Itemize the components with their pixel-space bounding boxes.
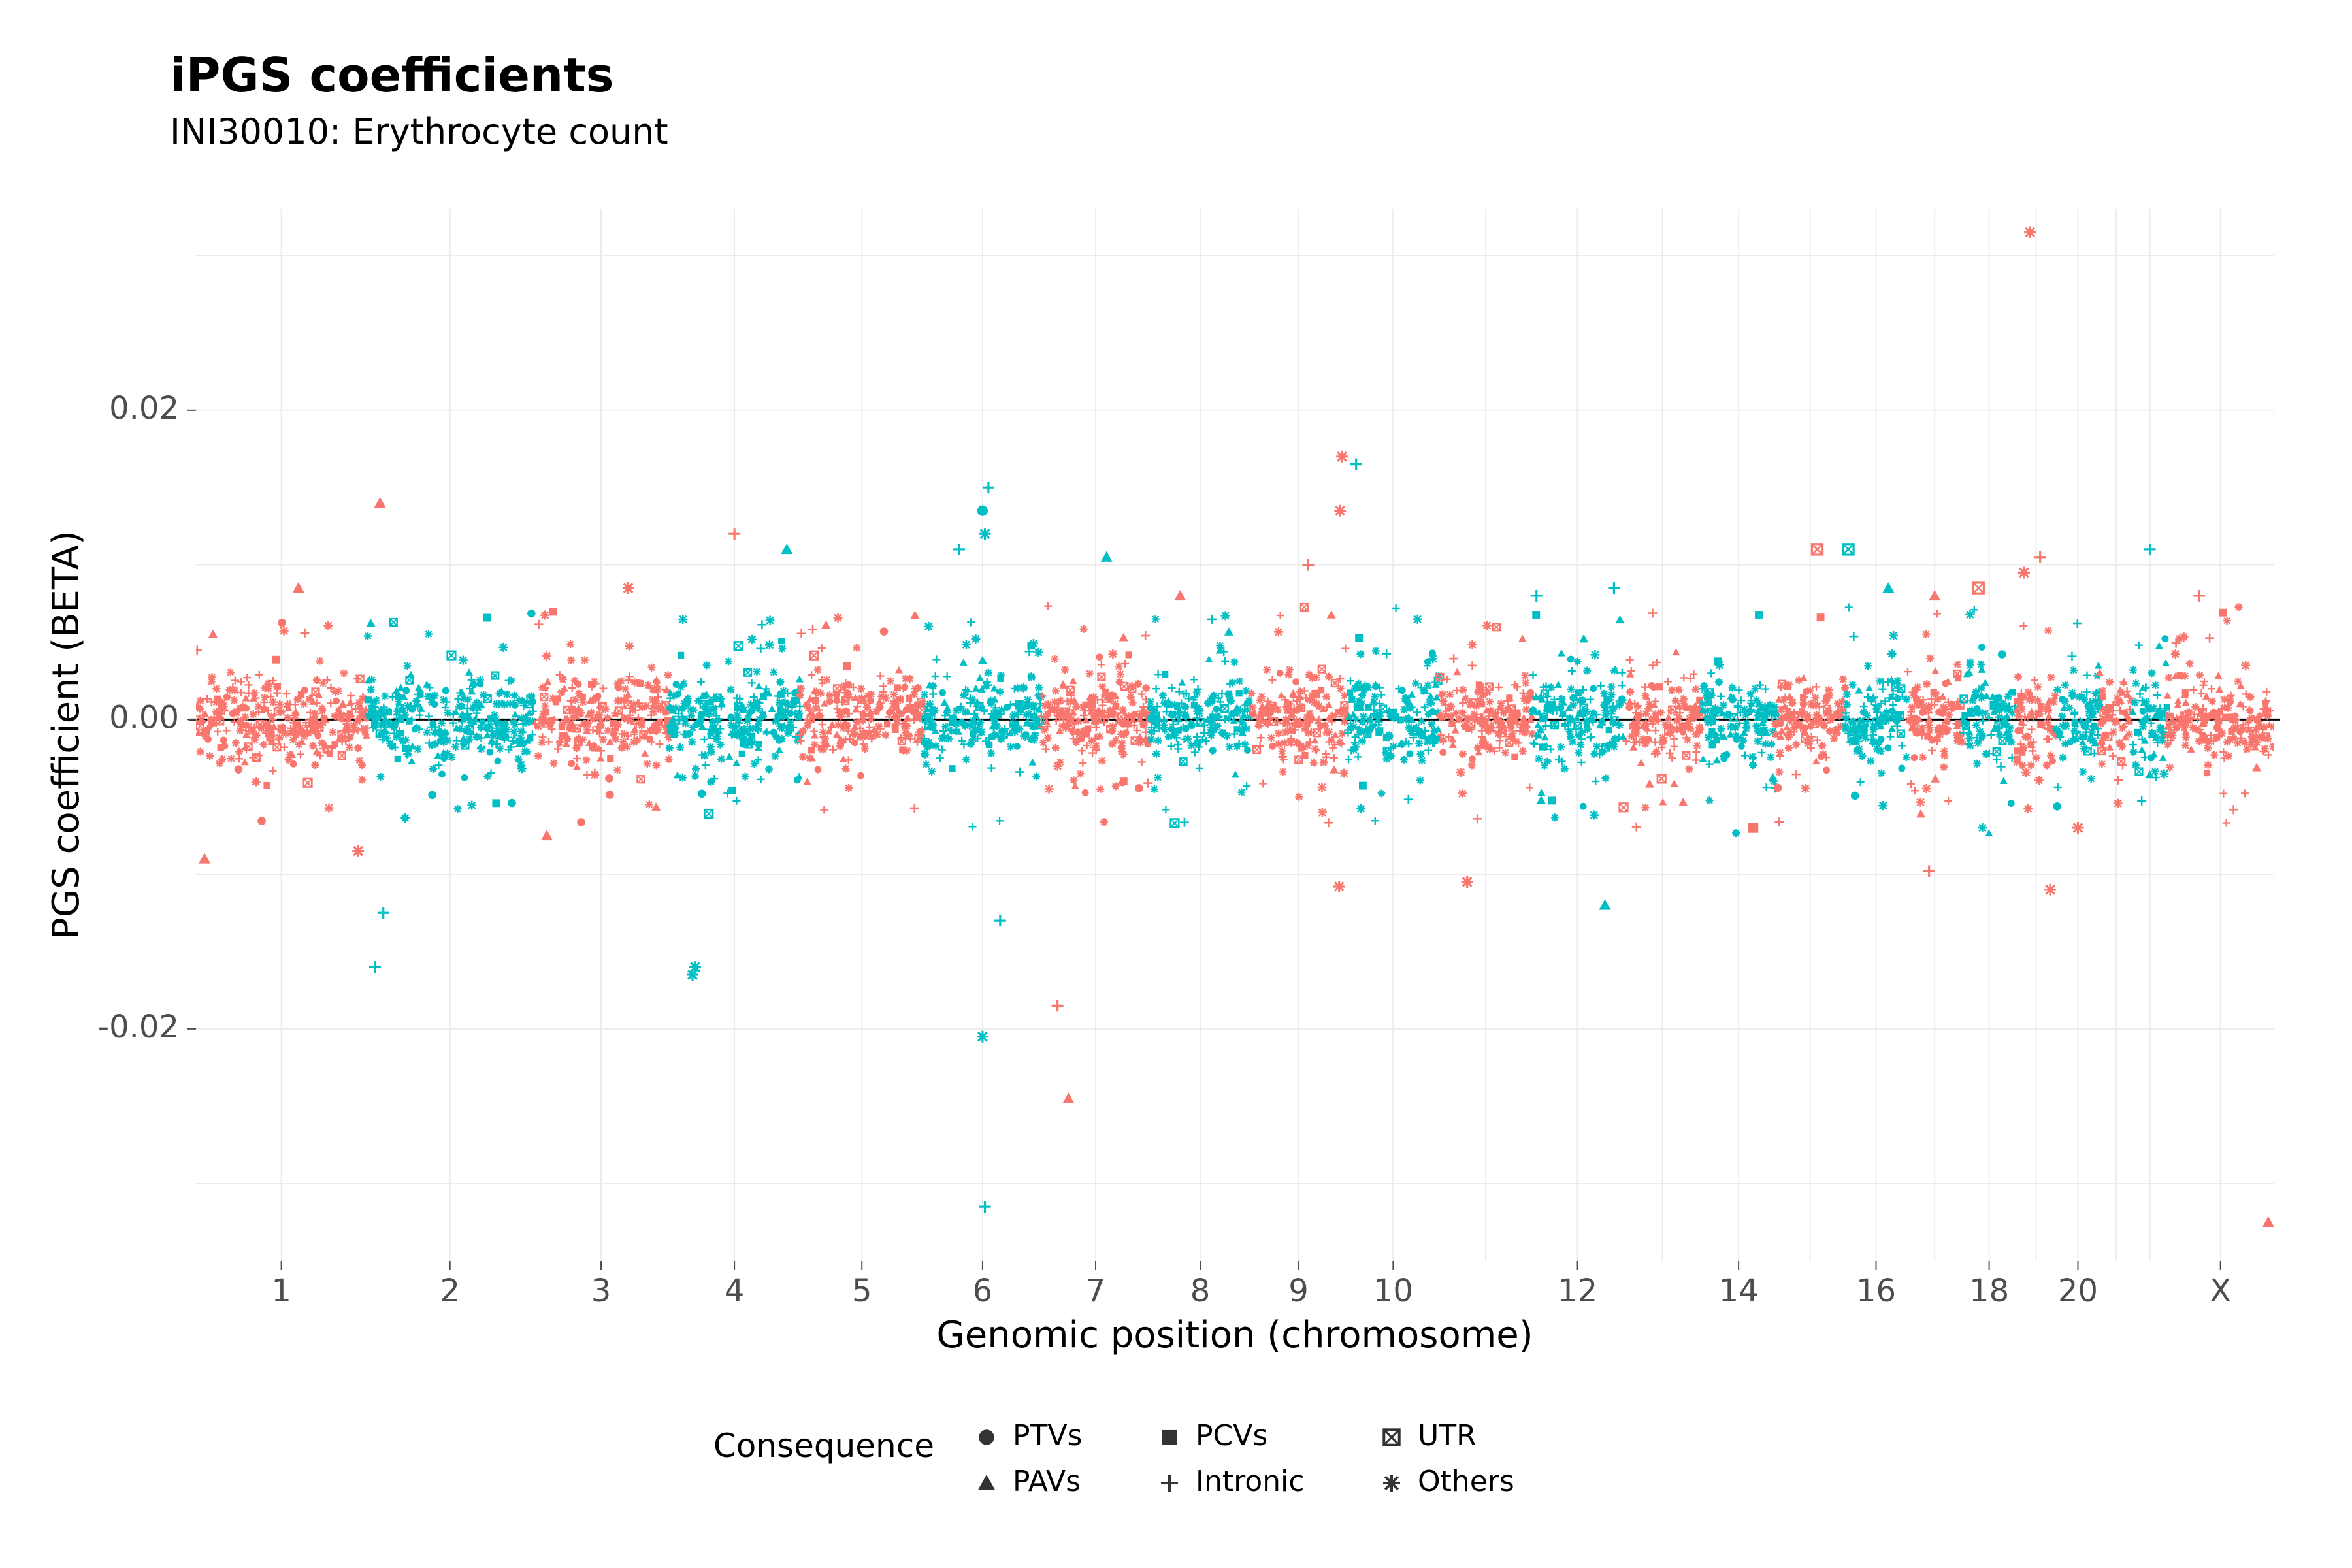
plot-subtitle: INI30010: Erythrocyte count — [170, 111, 668, 152]
x-tick-label: 6 — [973, 1273, 993, 1309]
legend-item-label: Others — [1418, 1465, 1514, 1498]
x-tick-label: 20 — [2058, 1273, 2098, 1309]
legend-title: Consequence — [713, 1427, 934, 1465]
legend-item-label: Intronic — [1196, 1465, 1304, 1498]
x-tick-label: X — [2210, 1273, 2231, 1309]
x-tick-label: 16 — [1856, 1273, 1896, 1309]
x-tick-label: 3 — [591, 1273, 612, 1309]
x-tick-label: 4 — [725, 1273, 745, 1309]
manhattan-plot: -0.020.000.02123456789101214161820XGenom… — [0, 0, 2352, 1568]
x-tick-label: 14 — [1719, 1273, 1759, 1309]
x-tick-label: 5 — [852, 1273, 872, 1309]
x-tick-label: 10 — [1373, 1273, 1413, 1309]
legend-item-label: PCVs — [1196, 1419, 1267, 1452]
chart-container: -0.020.000.02123456789101214161820XGenom… — [0, 0, 2352, 1568]
x-axis-title: Genomic position (chromosome) — [936, 1314, 1533, 1356]
x-tick-label: 9 — [1288, 1273, 1309, 1309]
x-tick-label: 12 — [1558, 1273, 1597, 1309]
legend-item-label: PAVs — [1013, 1465, 1081, 1498]
y-tick-label: 0.02 — [109, 390, 179, 427]
x-tick-label: 7 — [1086, 1273, 1106, 1309]
legend-item-label: PTVs — [1013, 1419, 1082, 1452]
y-tick-label: -0.02 — [98, 1009, 179, 1045]
x-tick-label: 8 — [1190, 1273, 1211, 1309]
x-tick-label: 2 — [440, 1273, 460, 1309]
y-axis-title: PGS coefficient (BETA) — [45, 531, 88, 939]
legend-item-label: UTR — [1418, 1419, 1477, 1452]
y-tick-label: 0.00 — [109, 699, 179, 736]
x-tick-label: 18 — [1969, 1273, 2009, 1309]
x-tick-label: 1 — [271, 1273, 291, 1309]
plot-title: iPGS coefficients — [170, 48, 613, 103]
